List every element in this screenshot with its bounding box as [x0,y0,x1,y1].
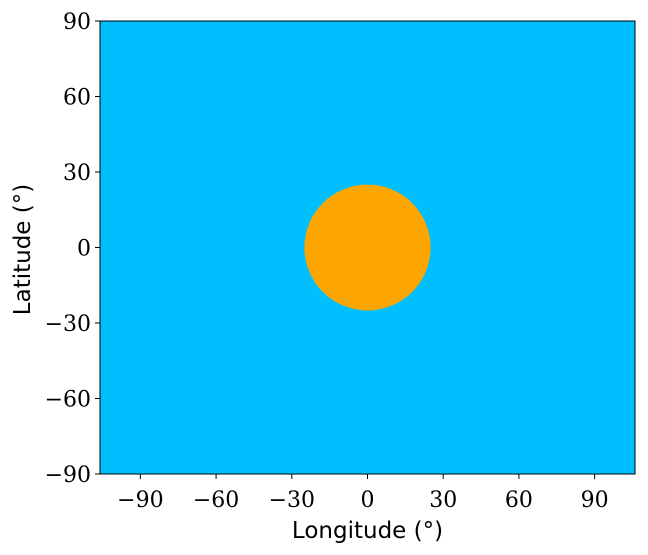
y-tick-label: −30 [45,312,91,337]
x-tick-label: 90 [581,488,609,513]
x-tick-label: 30 [429,488,457,513]
x-tick-label: 60 [505,488,533,513]
y-tick-label: −60 [45,388,91,413]
y-tick-label: 60 [63,86,91,111]
x-tick-label: −30 [269,488,315,513]
x-tick-label: −90 [117,488,163,513]
x-axis-label: Longitude (°) [292,518,443,544]
plot-frame [99,20,636,475]
x-tick-label: −60 [193,488,239,513]
y-tick-label: 90 [63,10,91,35]
y-tick-label: −90 [45,463,91,488]
x-tick-label: 0 [361,488,375,513]
y-axis-label: Latitude (°) [10,184,36,315]
y-tick-label: 0 [77,237,91,262]
y-tick-label: 30 [63,161,91,186]
region-circle [304,184,431,311]
